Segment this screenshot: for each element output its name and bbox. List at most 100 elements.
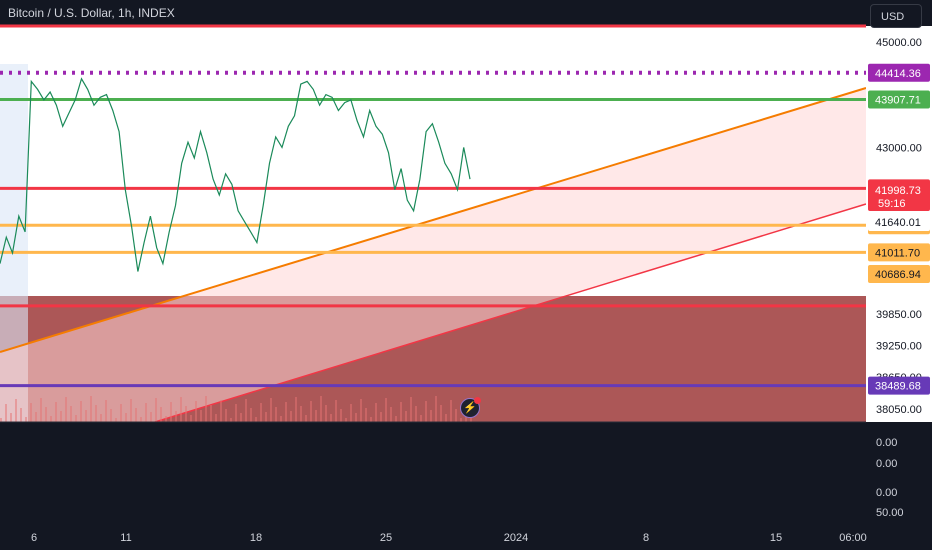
volume-bar [380,412,382,422]
volume-bar [115,418,117,422]
volume-bar [440,405,442,422]
volume-bar [155,398,157,422]
svg-text:38489.68: 38489.68 [875,381,921,393]
volume-bar [430,410,432,422]
x-tick-label: 11 [120,532,131,544]
svg-text:40686.94: 40686.94 [875,269,921,281]
level-tag: 38489.68 [868,376,930,395]
x-tick-label: 06:00 [839,532,867,544]
volume-bars [0,396,472,422]
volume-bar [250,408,252,422]
volume-bar [300,406,302,422]
svg-text:41011.70: 41011.70 [875,247,920,259]
svg-text:41640.01: 41640.01 [875,217,921,229]
price-tag: 40686.94 [868,265,930,283]
svg-text:44414.36: 44414.36 [875,68,921,80]
indicator-tick-label: 0.00 [876,487,897,499]
time-axis[interactable] [0,528,932,550]
volume-bar [245,399,247,422]
volume-bar [335,400,337,422]
volume-bar [275,407,277,422]
indicator-tick-label: 0.00 [876,437,897,449]
volume-bar [120,404,122,422]
volume-bar [195,401,197,422]
volume-bar [235,404,237,422]
x-tick-label: 25 [380,532,392,544]
volume-bar [255,417,257,422]
currency-button[interactable]: USD [870,4,922,28]
volume-bar [210,405,212,422]
volume-bar [230,418,232,422]
volume-bar [265,412,267,422]
horizontal-levels [0,24,866,388]
level-tag: 43907.71 [868,90,930,109]
x-tick-label: 8 [643,532,649,544]
volume-bar [455,409,457,422]
volume-bar [70,406,72,422]
volume-bar [0,418,2,422]
volume-bar [30,403,32,422]
volume-bar [355,413,357,422]
volume-bar [55,402,57,422]
chart-header: Bitcoin / U.S. Dollar, 1h, INDEX [0,0,866,26]
volume-bar [225,409,227,422]
y-tick-label: 39250.00 [876,340,922,352]
volume-bar [390,407,392,422]
volume-bar [45,407,47,422]
volume-bar [295,397,297,422]
volume-bar [20,408,22,422]
volume-bar [85,410,87,422]
indicator-ticks: 0.00 0.00 0.00 50.00 [876,437,904,519]
volume-bar [460,418,462,422]
volume-bar [305,415,307,422]
light-channel [0,88,866,422]
volume-bar [420,415,422,422]
volume-bar [165,416,167,422]
volume-bar [375,403,377,422]
volume-bar [185,406,187,422]
price-series-line [0,77,471,272]
volume-bar [270,398,272,422]
volume-bar [315,410,317,422]
y-tick-label: 43000.00 [876,142,922,154]
volume-bar [35,412,37,422]
volume-bar [105,400,107,422]
volume-bar [215,414,217,422]
volume-bar [75,415,77,422]
volume-bar [410,397,412,422]
volume-bar [395,416,397,422]
volume-bar [425,401,427,422]
indicator-tick-label: 0.00 [876,458,897,470]
volume-bar [370,417,372,422]
y-tick-label: 45000.00 [876,37,922,49]
volume-bar [125,413,127,422]
volume-bar [170,402,172,422]
volume-bar [415,406,417,422]
volume-bar [80,401,82,422]
volume-bar [325,405,327,422]
volume-bar [310,401,312,422]
volume-bar [50,416,52,422]
symbol-title[interactable]: Bitcoin / U.S. Dollar, 1h, INDEX [8,6,175,20]
volume-bar [400,402,402,422]
indicator-pane [0,422,866,528]
volume-bar [145,403,147,422]
price-tags: 44414.3643907.7142225.8241525.9541011.70… [868,63,930,395]
x-tick-label: 6 [31,532,37,544]
volume-bar [330,414,332,422]
volume-bar [360,399,362,422]
x-tick-label: 18 [250,532,262,544]
volume-bar [205,396,207,422]
volume-bar [65,397,67,422]
volume-bar [60,411,62,422]
x-tick-label: 2024 [504,532,528,544]
volume-bar [320,396,322,422]
volume-bar [100,414,102,422]
volume-bar [450,400,452,422]
volume-bar [405,411,407,422]
volume-bar [180,397,182,422]
volume-bar [95,405,97,422]
volume-bar [25,417,27,422]
